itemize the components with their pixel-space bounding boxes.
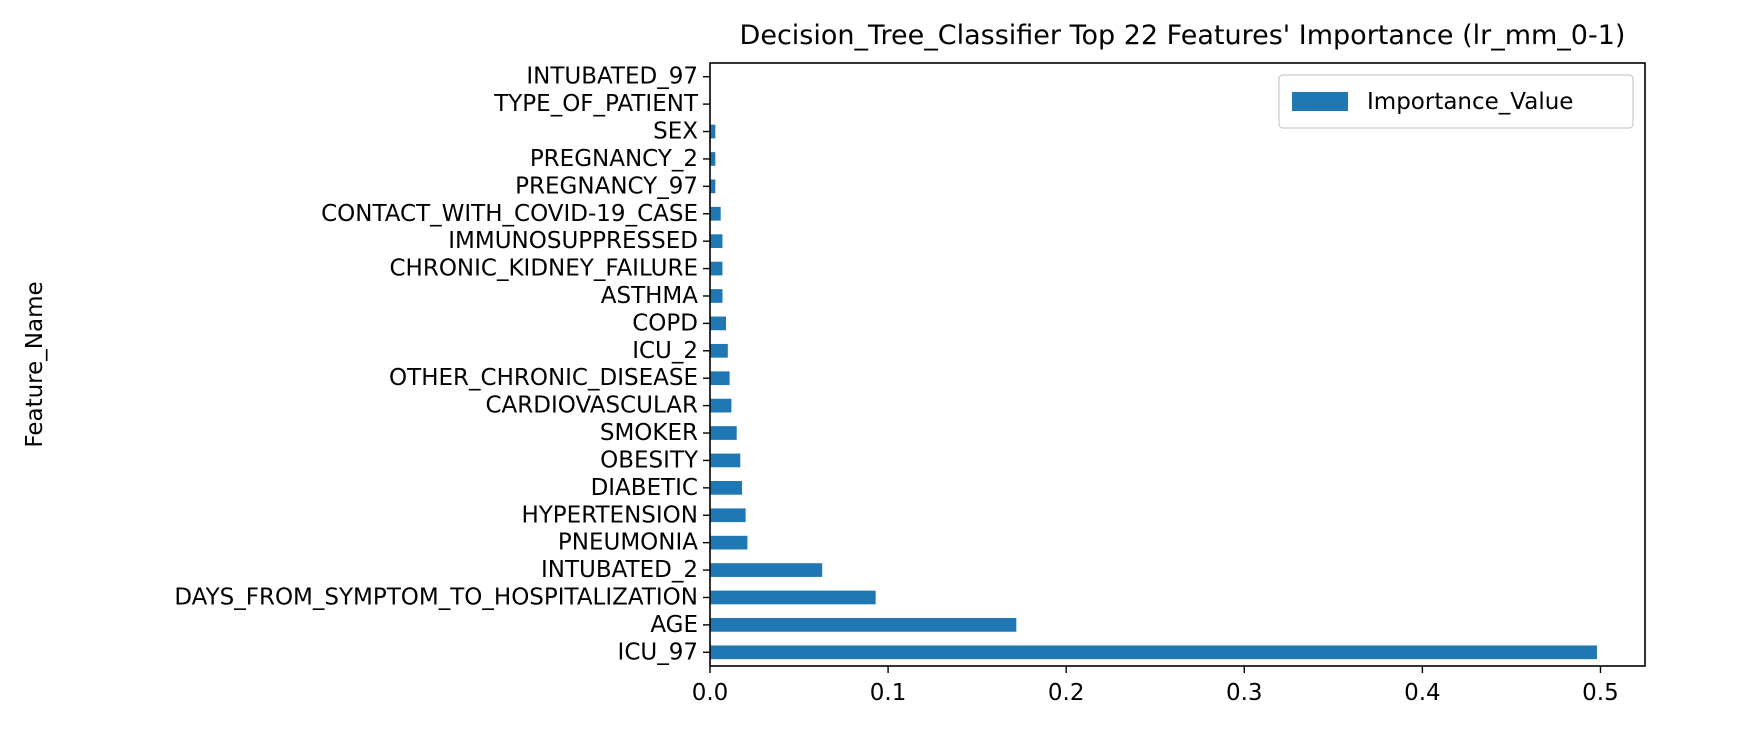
y-tick-label: SEX (653, 119, 698, 145)
bar-cardiovascular (710, 398, 732, 413)
y-tick-label: CARDIOVASCULAR (485, 393, 698, 419)
bar-chronic-kidney-failure (710, 261, 723, 276)
bar-icu-2 (710, 343, 728, 358)
bar-hypertension (710, 508, 746, 523)
bar-other-chronic-disease (710, 371, 730, 386)
y-tick-label: INTUBATED_2 (541, 557, 698, 583)
x-tick-label: 0.3 (1226, 680, 1263, 706)
legend-label: Importance_Value (1367, 89, 1573, 115)
x-tick-label: 0.2 (1048, 680, 1085, 706)
bar-obesity (710, 453, 741, 468)
y-tick-label: INTUBATED_97 (526, 64, 698, 90)
y-tick-label: HYPERTENSION (521, 502, 698, 528)
y-tick-label: IMMUNOSUPPRESSED (448, 228, 698, 254)
bar-asthma (710, 289, 723, 303)
bar-smoker (710, 426, 737, 440)
x-ticks-layer: 0.0 0.1 0.2 0.3 0.4 0.5 (692, 666, 1619, 706)
bar-pneumonia (710, 535, 748, 550)
y-tick-label: TYPE_OF_PATIENT (493, 91, 699, 117)
y-ticks-layer: ICU_97AGEDAYS_FROM_SYMPTOM_TO_HOSPITALIZ… (174, 64, 710, 665)
y-tick-label: AGE (650, 612, 698, 638)
y-tick-label: PREGNANCY_97 (515, 173, 698, 199)
bar-age (710, 618, 1017, 632)
plot-frame (709, 62, 1646, 667)
legend-box (1278, 74, 1634, 129)
bar-days-from-symptom-to-hospitalization (710, 590, 876, 605)
bar-copd (710, 316, 727, 331)
y-axis-label: Feature_Name (22, 281, 48, 447)
x-tick-label: 0.0 (692, 680, 729, 706)
y-tick-label: OBESITY (600, 447, 699, 473)
bar-immunosuppressed (710, 234, 723, 249)
y-tick-label: ICU_2 (632, 338, 698, 364)
y-tick-label: PNEUMONIA (558, 530, 698, 556)
y-tick-label: ASTHMA (601, 283, 699, 309)
y-tick-label: COPD (632, 310, 698, 336)
legend: Importance_Value (1278, 74, 1634, 129)
y-tick-label: DAYS_FROM_SYMPTOM_TO_HOSPITALIZATION (174, 584, 698, 610)
x-tick-label: 0.1 (870, 680, 907, 706)
y-tick-label: CONTACT_WITH_COVID-19_CASE (321, 201, 698, 227)
bar-pregnancy-97 (710, 179, 716, 194)
y-tick-label: OTHER_CHRONIC_DISEASE (389, 365, 698, 391)
bar-sex (710, 124, 716, 139)
x-tick-label: 0.5 (1582, 680, 1619, 706)
bar-diabetic (710, 480, 743, 495)
y-tick-label: DIABETIC (591, 475, 698, 501)
bar-pregnancy-2 (710, 152, 716, 166)
y-tick-label: ICU_97 (618, 639, 698, 665)
bar-intubated-2 (710, 563, 823, 577)
bars-layer (710, 69, 1597, 660)
legend-swatch (1292, 92, 1348, 111)
y-tick-label: CHRONIC_KIDNEY_FAILURE (389, 256, 698, 282)
x-tick-label: 0.4 (1404, 680, 1441, 706)
bar-contact-with-covid-19-case (710, 206, 721, 221)
y-tick-label: PREGNANCY_2 (530, 146, 698, 172)
y-tick-label: SMOKER (600, 420, 698, 446)
bar-icu-97 (710, 645, 1597, 660)
chart-title: Decision_Tree_Classifier Top 22 Features… (740, 20, 1626, 51)
